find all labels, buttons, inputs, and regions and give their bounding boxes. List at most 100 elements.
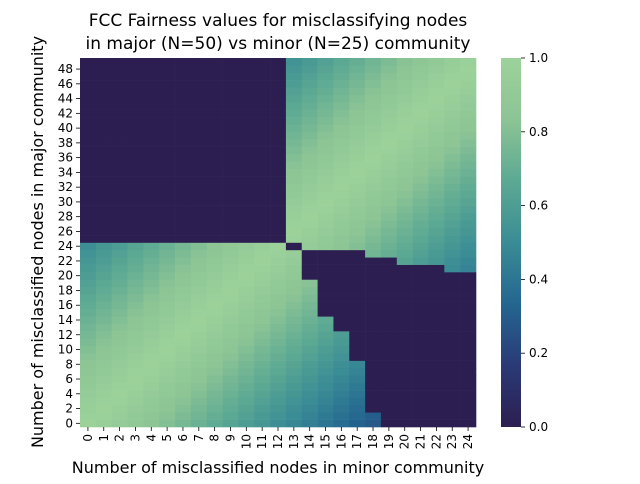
heatmap-cell: [349, 272, 366, 280]
heatmap-cell: [270, 257, 287, 265]
heatmap-cell: [317, 190, 334, 199]
heatmap-cell: [285, 382, 303, 391]
heatmap-cell: [301, 227, 318, 236]
heatmap-cell: [190, 264, 208, 273]
heatmap-cell: [460, 205, 477, 214]
heatmap-cell: [460, 94, 477, 103]
heatmap-cell: [127, 301, 144, 310]
heatmap-cell: [412, 375, 429, 384]
heatmap-cell: [254, 146, 271, 155]
heatmap-cell: [380, 109, 398, 118]
heatmap-cell: [190, 102, 208, 110]
heatmap-cell: [317, 382, 334, 391]
heatmap-cell: [365, 264, 382, 273]
heatmap-cell: [222, 353, 239, 361]
heatmap-cell: [396, 102, 413, 110]
heatmap-cell: [175, 153, 192, 162]
heatmap-cell: [206, 345, 223, 354]
heatmap-cell: [111, 117, 128, 125]
heatmap-cell: [159, 212, 176, 221]
heatmap-cell: [270, 87, 287, 96]
heatmap-cell: [285, 360, 303, 369]
heatmap-cell: [412, 316, 429, 324]
heatmap-cell: [301, 419, 318, 428]
heatmap-cell: [159, 124, 176, 133]
heatmap-cell: [396, 412, 413, 420]
heatmap-cell: [460, 80, 477, 88]
heatmap-cell: [412, 264, 429, 273]
heatmap-cell: [222, 419, 239, 428]
heatmap-cell: [412, 257, 429, 265]
heatmap-cell: [460, 190, 477, 199]
heatmap-cell: [80, 353, 97, 361]
heatmap-cell: [365, 419, 382, 428]
heatmap-cell: [317, 308, 334, 317]
heatmap-cell: [80, 102, 97, 110]
heatmap-cell: [127, 412, 144, 420]
heatmap-cell: [412, 109, 429, 118]
heatmap-cell: [460, 161, 477, 169]
heatmap-cell: [365, 308, 382, 317]
heatmap-cell: [80, 294, 97, 302]
heatmap-cell: [238, 183, 255, 192]
heatmap-cell: [380, 412, 398, 420]
heatmap-cell: [254, 331, 271, 339]
heatmap-cell: [254, 80, 271, 88]
heatmap-cell: [460, 272, 477, 280]
heatmap-cell: [127, 124, 144, 133]
heatmap-cell: [95, 249, 112, 258]
heatmap-cell: [254, 212, 271, 221]
heatmap-cell: [301, 65, 318, 74]
heatmap-cell: [380, 65, 398, 74]
heatmap-cell: [80, 323, 97, 332]
heatmap-cell: [111, 220, 128, 229]
heatmap-cell: [190, 205, 208, 214]
heatmap-cell: [254, 338, 271, 347]
heatmap-cell: [285, 294, 303, 302]
y-tick-label: 6: [65, 372, 73, 386]
heatmap-cell: [238, 146, 255, 155]
heatmap-cell: [175, 94, 192, 103]
heatmap-cell: [317, 117, 334, 125]
heatmap-cell: [80, 316, 97, 324]
heatmap-cell: [175, 146, 192, 155]
heatmap-cell: [238, 375, 255, 384]
heatmap-cell: [127, 323, 144, 332]
heatmap-cell: [238, 212, 255, 221]
heatmap-cell: [365, 272, 382, 280]
heatmap-cell: [396, 316, 413, 324]
heatmap-cell: [127, 117, 144, 125]
heatmap-cell: [380, 404, 398, 413]
heatmap-cell: [222, 94, 239, 103]
heatmap-cell: [349, 390, 366, 398]
heatmap-cell: [285, 308, 303, 317]
heatmap-cell: [444, 212, 461, 221]
heatmap-cell: [190, 397, 208, 406]
heatmap-cell: [270, 375, 287, 384]
heatmap-cell: [175, 375, 192, 384]
heatmap-cell: [285, 102, 303, 110]
heatmap-cell: [222, 345, 239, 354]
heatmap-cell: [285, 316, 303, 324]
heatmap-cell: [270, 58, 287, 66]
heatmap-cell: [127, 375, 144, 384]
heatmap-cell: [460, 109, 477, 118]
heatmap-cell: [365, 338, 382, 347]
heatmap-cell: [317, 397, 334, 406]
heatmap-cell: [111, 94, 128, 103]
heatmap-cell: [460, 360, 477, 369]
heatmap-cell: [301, 117, 318, 125]
heatmap-cell: [270, 124, 287, 133]
heatmap-cell: [333, 109, 350, 118]
heatmap-cell: [396, 308, 413, 317]
heatmap-cell: [301, 94, 318, 103]
heatmap-cell: [143, 117, 160, 125]
heatmap-cell: [301, 360, 318, 369]
heatmap-cell: [206, 272, 223, 280]
heatmap-cell: [159, 367, 176, 376]
heatmap-cell: [111, 176, 128, 184]
heatmap-cell: [159, 94, 176, 103]
heatmap-cell: [111, 367, 128, 376]
heatmap-cell: [396, 249, 413, 258]
heatmap-cell: [254, 205, 271, 214]
